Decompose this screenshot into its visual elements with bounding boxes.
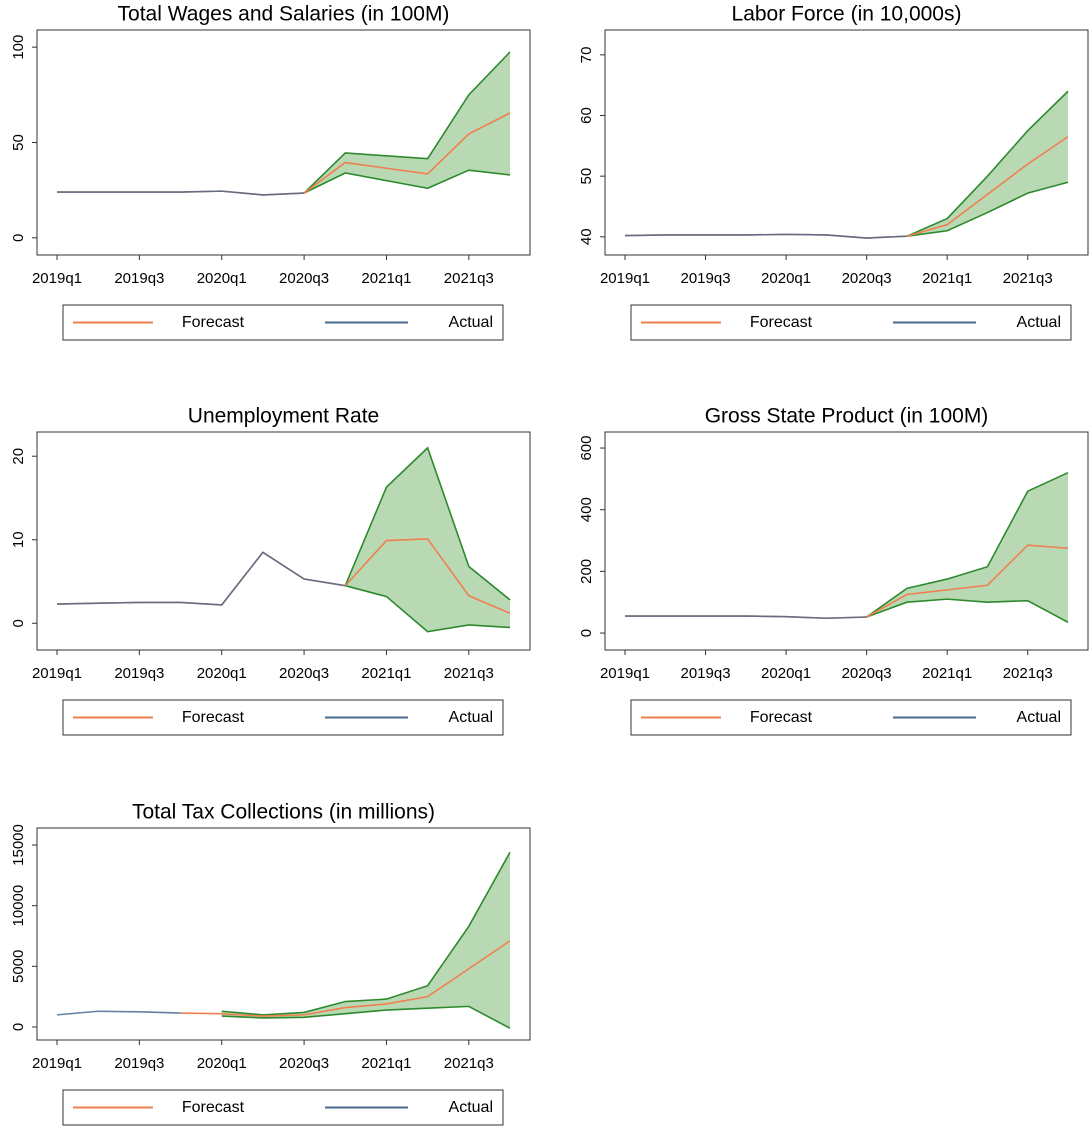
x-tick-label: 2021q1: [922, 665, 972, 682]
series-line: [56, 1010, 181, 1016]
y-tick-label: 5000: [10, 950, 27, 983]
y-tick-label: 10: [10, 531, 27, 548]
chart-panel: Labor Force (in 10,000s) 40 50 60 70 2019q1 20…: [578, 3, 1089, 341]
confidence-band: [866, 472, 1068, 623]
x-tick-label: 2019q1: [32, 270, 82, 287]
x-tick-label: 2020q1: [197, 270, 247, 287]
chart-title: Total Tax Collections (in millions): [132, 801, 435, 824]
chart-title: Total Wages and Salaries (in 100M): [118, 3, 450, 26]
confidence-band: [221, 852, 510, 1029]
x-tick-label: 2020q1: [197, 1055, 247, 1072]
band-lower: [303, 169, 511, 194]
x-tick-label: 2021q3: [444, 665, 494, 682]
y-tick-label: 400: [578, 497, 595, 522]
legend-label: Actual: [1017, 314, 1061, 331]
y-tick-label: 70: [578, 47, 595, 64]
x-tick-label: 2020q3: [279, 665, 329, 682]
band-upper: [221, 851, 511, 1016]
band-upper: [344, 446, 511, 601]
legend-label: Actual: [1017, 709, 1061, 726]
legend-label: Forecast: [182, 709, 245, 726]
x-tick-label: 2019q1: [600, 665, 650, 682]
band-upper: [906, 90, 1069, 237]
y-tick-label: 600: [578, 436, 595, 461]
plot-frame: [604, 431, 1089, 651]
x-tick-label: 2021q3: [444, 270, 494, 287]
y-tick-label: 15000: [10, 824, 27, 866]
legend-label: Forecast: [750, 314, 813, 331]
x-tick-label: 2019q1: [32, 1055, 82, 1072]
chart-title: Labor Force (in 10,000s): [732, 3, 962, 26]
band-lower: [866, 598, 1069, 623]
band-upper: [866, 471, 1069, 618]
x-tick-label: 2021q3: [1003, 665, 1053, 682]
x-tick-label: 2021q3: [444, 1055, 494, 1072]
x-tick-label: 2020q1: [761, 665, 811, 682]
x-tick-label: 2021q3: [1003, 270, 1053, 287]
band-lower: [221, 1005, 511, 1029]
y-tick-label: 0: [10, 234, 27, 242]
x-tick-label: 2019q1: [600, 270, 650, 287]
series-line: [625, 615, 867, 620]
y-tick-label: 50: [578, 168, 595, 185]
chart-title: Gross State Product (in 100M): [705, 405, 989, 428]
plot-frame: [36, 827, 531, 1041]
x-tick-label: 2019q3: [114, 270, 164, 287]
legend-label: Actual: [449, 1099, 493, 1116]
chart-title: Unemployment Rate: [188, 405, 379, 428]
series-line: [56, 551, 346, 606]
x-tick-label: 2019q3: [114, 665, 164, 682]
x-tick-label: 2020q3: [842, 270, 892, 287]
y-tick-label: 100: [10, 35, 27, 60]
x-tick-label: 2019q3: [681, 270, 731, 287]
x-tick-label: 2019q1: [32, 665, 82, 682]
y-tick-label: 20: [10, 448, 27, 465]
y-tick-label: 10000: [10, 885, 27, 927]
legend-label: Forecast: [182, 314, 245, 331]
x-tick-label: 2021q1: [361, 1055, 411, 1072]
x-tick-label: 2019q3: [681, 665, 731, 682]
chart-panel: Total Tax Collections (in millions) 0 5000…: [10, 801, 531, 1126]
series-line: [57, 190, 305, 196]
confidence-band: [304, 51, 510, 194]
y-tick-label: 200: [578, 559, 595, 584]
band-lower: [906, 181, 1069, 237]
y-tick-label: 50: [10, 134, 27, 151]
chart-panel: Gross State Product (in 100M) 0 200 400 600 2…: [578, 405, 1089, 736]
series-line: [180, 940, 511, 1017]
y-tick-label: 40: [578, 228, 595, 245]
x-tick-label: 2020q1: [197, 665, 247, 682]
plot-frame: [36, 431, 531, 651]
y-tick-label: 0: [578, 629, 595, 637]
x-tick-label: 2021q1: [922, 270, 972, 287]
x-tick-label: 2020q3: [842, 665, 892, 682]
legend-label: Actual: [449, 314, 493, 331]
series-line: [624, 233, 907, 239]
plot-frame: [604, 29, 1089, 256]
y-tick-label: 60: [578, 107, 595, 124]
legend-label: Actual: [449, 709, 493, 726]
y-tick-label: 0: [10, 1023, 27, 1031]
band-upper: [303, 51, 511, 194]
x-tick-label: 2020q3: [279, 1055, 329, 1072]
chart-panel: Unemployment Rate 0 10 20 2019q1 2019q3 2020q1…: [10, 405, 531, 736]
confidence-band: [906, 91, 1068, 237]
chart-panel: Total Wages and Salaries (in 100M) 0 50 100…: [10, 3, 531, 341]
x-tick-label: 2021q1: [361, 270, 411, 287]
x-tick-label: 2020q1: [761, 270, 811, 287]
legend-label: Forecast: [182, 1099, 245, 1116]
band-lower: [345, 584, 511, 633]
y-tick-label: 0: [10, 619, 27, 627]
x-tick-label: 2019q3: [114, 1055, 164, 1072]
x-tick-label: 2021q1: [361, 665, 411, 682]
legend-label: Forecast: [750, 709, 813, 726]
x-tick-label: 2020q3: [279, 270, 329, 287]
